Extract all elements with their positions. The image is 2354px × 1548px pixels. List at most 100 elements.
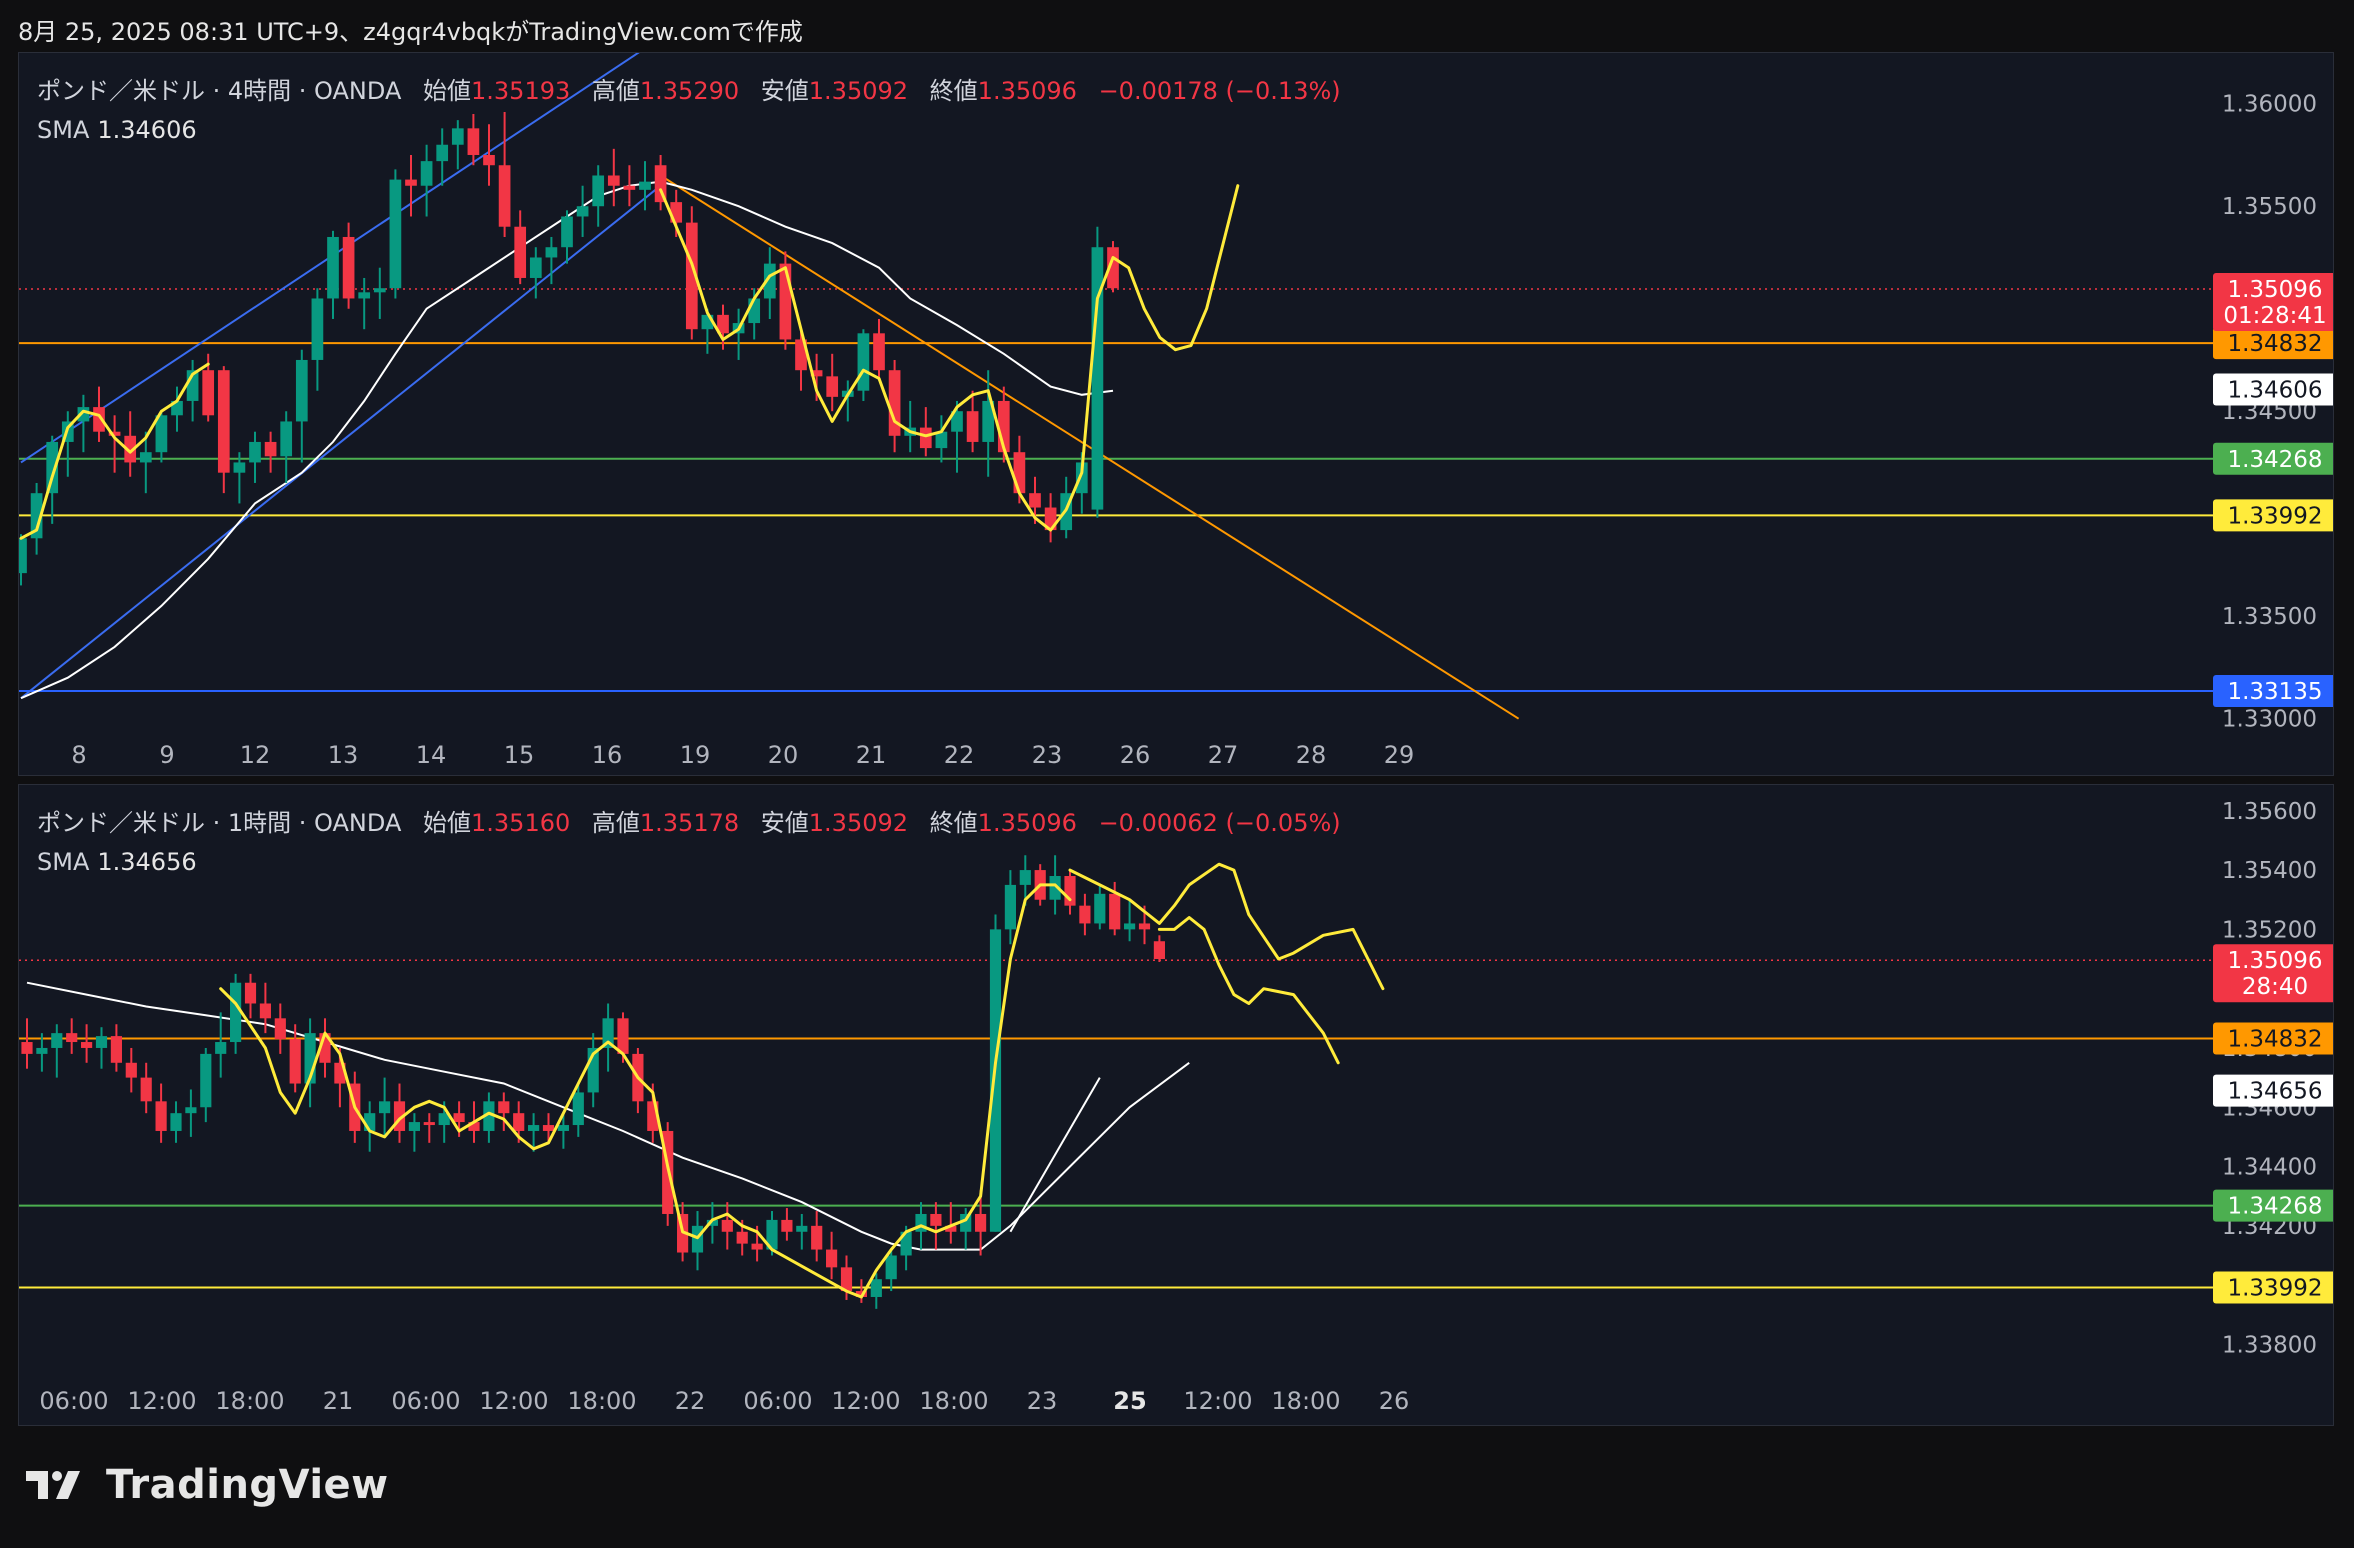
price-tag: 1.33135: [2227, 679, 2322, 705]
time-axis-tick: 23: [1027, 1387, 1058, 1415]
candle-body: [30, 493, 43, 539]
candle-body: [311, 298, 324, 360]
price-axis-tick: 1.33500: [2222, 604, 2317, 630]
legend-open-label: 始値: [423, 77, 471, 105]
candle-body: [514, 226, 527, 278]
candle-body: [140, 1077, 152, 1102]
candle-body: [498, 1101, 510, 1114]
drawing-path2: [659, 184, 1240, 532]
candle-body: [811, 1225, 823, 1250]
chart-pane-1h[interactable]: 1.356001.354001.352001.350001.348001.346…: [18, 784, 2334, 1426]
candle-body: [766, 1219, 778, 1250]
channel-lower-line: [20, 184, 662, 699]
last-price-tag-bg: [2213, 273, 2333, 332]
sma-price-tag-bg: [2213, 1074, 2333, 1107]
candle-body: [810, 370, 823, 377]
candle-body: [423, 1122, 435, 1126]
last-price-tag-countdown: 01:28:41: [2223, 303, 2326, 329]
candle-body: [1075, 462, 1088, 494]
candle-body: [304, 1033, 316, 1084]
candle-body: [873, 333, 885, 371]
legend-low-value: 1.35092: [808, 77, 909, 105]
time-axis-tick: 12:00: [1183, 1387, 1252, 1415]
legend-sma-value: 1.34656: [97, 848, 197, 876]
chart-canvas-4h[interactable]: 1.360001.355001.350001.345001.335001.330…: [19, 53, 2334, 776]
candle-body: [572, 1092, 584, 1126]
legend-close-label: 終値: [929, 809, 978, 837]
candle-body: [453, 1113, 465, 1123]
candle-body: [451, 128, 464, 145]
legend-change: −0.00178 (−0.13%): [1098, 77, 1341, 105]
legend-sma-label: SMA: [37, 116, 90, 144]
candle-body: [736, 1231, 748, 1244]
candle-body: [795, 339, 807, 371]
candle-body: [155, 415, 168, 453]
price-tag: 1.34832: [2227, 1026, 2322, 1052]
time-axis-tick: 18:00: [567, 1387, 636, 1415]
legend-change: −0.00062 (−0.05%): [1098, 809, 1341, 837]
candle-body: [885, 1255, 897, 1280]
price-tag-bg: [2213, 327, 2333, 360]
chart-canvas-1h[interactable]: 1.356001.354001.352001.350001.348001.346…: [19, 785, 2334, 1426]
legend-close-label: 終値: [929, 77, 978, 105]
drawing-path: [19, 362, 210, 540]
candle-body: [405, 179, 417, 186]
candle-body: [1064, 876, 1076, 906]
candle-body: [408, 1122, 420, 1131]
candle-body: [81, 1042, 93, 1048]
candle-body: [982, 400, 995, 442]
price-axis-tick: 1.35200: [2222, 917, 2317, 943]
candle-body: [602, 1018, 614, 1048]
candle-body: [230, 982, 242, 1043]
chart-pane-4h[interactable]: 1.360001.355001.350001.345001.335001.330…: [18, 52, 2334, 776]
candle-body: [721, 1219, 733, 1232]
candle-body: [751, 1243, 763, 1250]
legend-high-value: 1.35178: [639, 809, 740, 837]
legend-low-label: 安値: [760, 809, 809, 837]
candle-body: [930, 1213, 942, 1226]
candle-body: [997, 400, 1010, 453]
candle-body: [654, 165, 667, 203]
legend-sma-value: 1.34606: [97, 116, 197, 144]
candle-body: [200, 1053, 212, 1108]
candle-body: [498, 165, 511, 227]
price-tag-bg: [2213, 674, 2333, 707]
price-tag-bg: [2213, 1022, 2333, 1055]
time-axis-tick: 25: [1113, 1387, 1146, 1415]
candle-body: [528, 1125, 540, 1131]
candle-body: [685, 222, 698, 330]
candle-body: [960, 1213, 972, 1232]
legend-high-label: 高値: [591, 77, 640, 105]
candle-body: [21, 1042, 33, 1054]
legend-close-value: 1.35096: [977, 809, 1077, 837]
candle-body: [796, 1225, 808, 1232]
candle-body: [1138, 923, 1151, 930]
legend-symbol: ポンド／米ドル · 1時間 · OANDA: [37, 809, 402, 837]
tradingview-logo-icon: [26, 1471, 80, 1499]
price-axis-tick: 1.36000: [2222, 92, 2317, 118]
candle-body: [639, 181, 651, 190]
legend-1h: ポンド／米ドル · 1時間 · OANDA 始値1.35160 高値1.3517…: [37, 803, 1341, 876]
time-axis-tick: 14: [416, 741, 447, 769]
candle-body: [244, 982, 257, 1004]
price-axis-tick: 1.35500: [2222, 194, 2317, 220]
candle-body: [319, 1033, 331, 1063]
time-axis-tick: 06:00: [391, 1387, 460, 1415]
legend-high-label: 高値: [591, 809, 640, 837]
candle-body: [1004, 884, 1016, 930]
candle-body: [706, 1219, 718, 1226]
time-axis-tick: 22: [944, 741, 975, 769]
candle-body: [155, 1101, 167, 1131]
trendline-orange: [660, 174, 1520, 720]
time-axis-tick: 22: [675, 1387, 706, 1415]
time-axis-tick: 21: [323, 1387, 354, 1415]
candle-body: [327, 236, 339, 299]
candle-body: [51, 1033, 63, 1048]
candle-body: [108, 431, 121, 436]
candle-body: [295, 359, 308, 422]
candle-body: [358, 292, 371, 299]
sma-projection-line: [1009, 1077, 1101, 1233]
candle-body: [438, 1113, 450, 1126]
candle-body: [139, 452, 152, 463]
candle-body: [870, 1279, 882, 1297]
